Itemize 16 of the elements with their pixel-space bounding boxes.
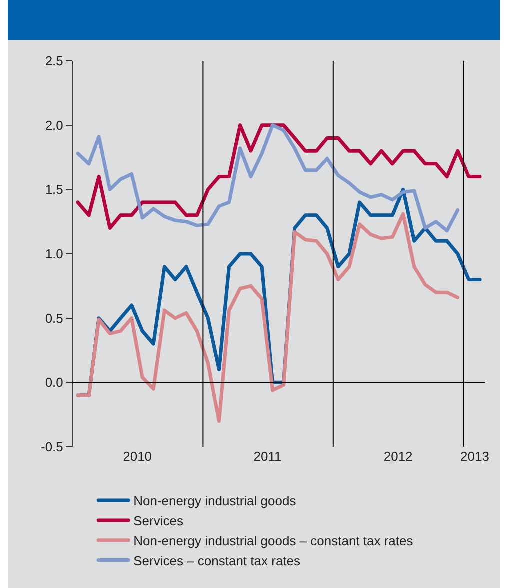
y-tick-label: 1.0 <box>45 246 64 262</box>
legend-label: Services <box>134 514 184 529</box>
legend-label: Non-energy industrial goods <box>134 494 297 509</box>
y-tick-label: 2.5 <box>45 54 64 69</box>
y-tick-label: 0.0 <box>45 375 64 390</box>
y-tick-label: 2.0 <box>45 118 64 133</box>
legend-label: Non-energy industrial goods – constant tax rates <box>134 533 414 548</box>
x-tick-label: 2012 <box>384 449 413 464</box>
x-tick-label: 2010 <box>123 449 152 464</box>
y-tick-label: -0.5 <box>40 440 64 455</box>
x-tick-label: 2013 <box>460 449 490 464</box>
x-tick-label: 2011 <box>254 449 282 464</box>
y-tick-label: 1.5 <box>45 182 64 198</box>
y-tick-label: 0.5 <box>45 310 64 326</box>
line-series <box>76 212 460 424</box>
legend-label: Services – constant tax rates <box>134 553 302 568</box>
